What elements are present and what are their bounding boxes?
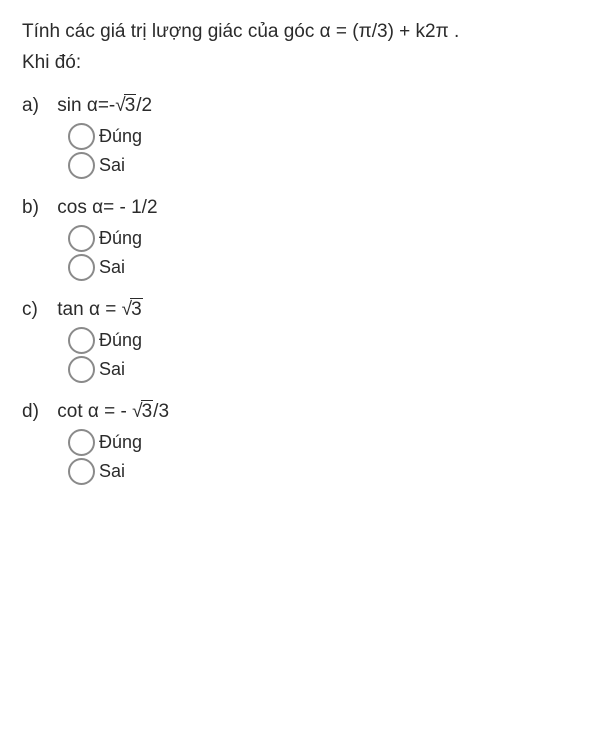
- sqrt-icon: √3: [115, 95, 136, 116]
- option-label: Sai: [99, 257, 125, 278]
- option-row: Sai: [68, 458, 583, 485]
- option-label: Đúng: [99, 228, 142, 249]
- question-c-label: c): [22, 299, 52, 321]
- radio-b-sai[interactable]: [68, 254, 95, 281]
- option-row: Đúng: [68, 429, 583, 456]
- question-d-label: d): [22, 401, 52, 423]
- sqrt-icon: √3: [122, 299, 143, 320]
- option-label: Sai: [99, 461, 125, 482]
- radio-c-sai[interactable]: [68, 356, 95, 383]
- option-label: Đúng: [99, 330, 142, 351]
- question-a-radicand: 3: [124, 94, 137, 116]
- question-c-radicand: 3: [130, 298, 143, 320]
- option-row: Sai: [68, 356, 583, 383]
- option-label: Sai: [99, 359, 125, 380]
- question-d-expr-suffix: /3: [153, 401, 169, 422]
- question-d-options: Đúng Sai: [22, 429, 583, 485]
- radio-a-dung[interactable]: [68, 123, 95, 150]
- prompt-line-2: Khi đó:: [22, 49, 583, 78]
- option-label: Sai: [99, 155, 125, 176]
- question-c: c) tan α = √3 Đúng Sai: [22, 299, 583, 383]
- question-b-heading: b) cos α= - 1/2: [22, 197, 583, 219]
- option-label: Đúng: [99, 126, 142, 147]
- option-row: Đúng: [68, 225, 583, 252]
- radio-a-sai[interactable]: [68, 152, 95, 179]
- question-a-expr-prefix: sin α=-: [57, 95, 115, 116]
- question-d-radicand: 3: [141, 400, 154, 422]
- question-c-expr-prefix: tan α =: [57, 299, 121, 320]
- question-a-options: Đúng Sai: [22, 123, 583, 179]
- option-row: Sai: [68, 254, 583, 281]
- question-a: a) sin α=-√3/2 Đúng Sai: [22, 95, 583, 179]
- radio-d-sai[interactable]: [68, 458, 95, 485]
- question-c-heading: c) tan α = √3: [22, 299, 583, 321]
- question-d-heading: d) cot α = - √3/3: [22, 401, 583, 423]
- prompt-line-1: Tính các giá trị lượng giác của góc α = …: [22, 18, 583, 47]
- radio-b-dung[interactable]: [68, 225, 95, 252]
- question-b-label: b): [22, 197, 52, 219]
- question-a-heading: a) sin α=-√3/2: [22, 95, 583, 117]
- question-b: b) cos α= - 1/2 Đúng Sai: [22, 197, 583, 281]
- radio-c-dung[interactable]: [68, 327, 95, 354]
- question-a-expr-suffix: /2: [136, 95, 152, 116]
- question-c-options: Đúng Sai: [22, 327, 583, 383]
- question-b-options: Đúng Sai: [22, 225, 583, 281]
- option-row: Đúng: [68, 327, 583, 354]
- option-row: Đúng: [68, 123, 583, 150]
- sqrt-icon: √3: [132, 401, 153, 422]
- question-d: d) cot α = - √3/3 Đúng Sai: [22, 401, 583, 485]
- question-a-label: a): [22, 95, 52, 117]
- option-label: Đúng: [99, 432, 142, 453]
- question-b-expr-prefix: cos α= - 1/2: [57, 197, 157, 218]
- question-d-expr-prefix: cot α = -: [57, 401, 132, 422]
- radio-d-dung[interactable]: [68, 429, 95, 456]
- option-row: Sai: [68, 152, 583, 179]
